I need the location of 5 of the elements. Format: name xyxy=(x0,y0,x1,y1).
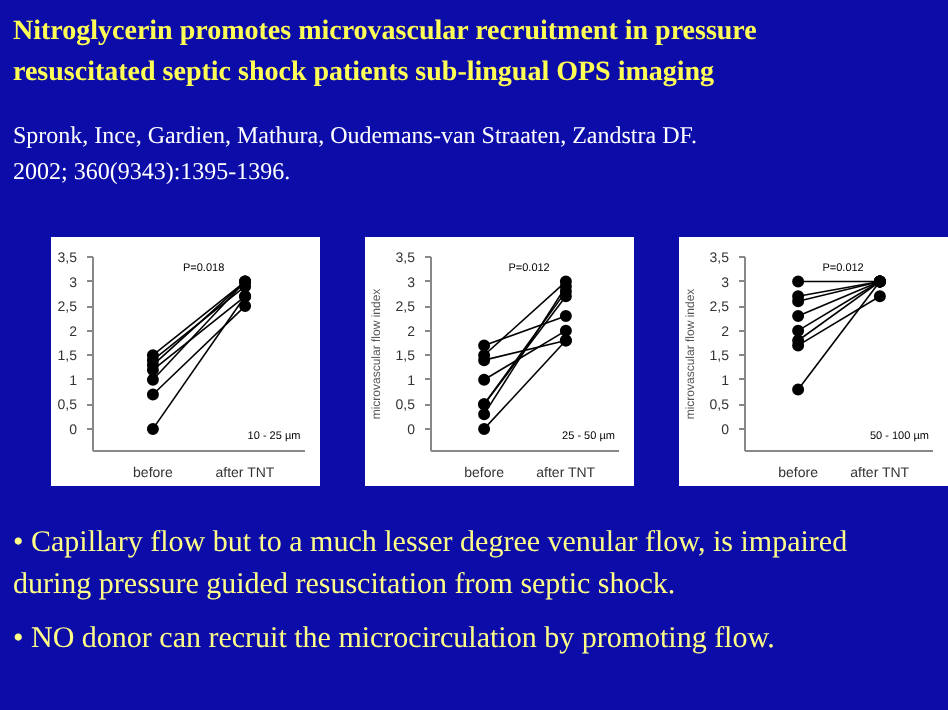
text: Spronk, Ince, Gardien, Mathura, Oudemans-van Straaten, Zandstra DF. xyxy=(13,121,697,149)
text: • Capillary flow but to a much lesser degree venular flow, is impaired during pressure guided resuscitation from septic shock. xyxy=(13,527,849,601)
text: Nitroglycerin promotes microvascular recruitment in pressure resuscitated septic shock patients sub-lingual OPS imaging xyxy=(13,17,757,88)
text: • NO donor can recruit the microcirculation by promoting flow. xyxy=(13,623,775,655)
text: 2002; 360(9343):1395-1396. xyxy=(13,157,291,185)
